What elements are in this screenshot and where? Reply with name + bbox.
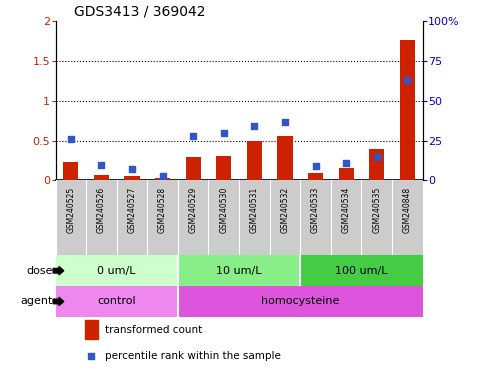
Text: GSM240532: GSM240532 bbox=[281, 187, 289, 233]
Text: GSM240531: GSM240531 bbox=[250, 187, 259, 233]
Point bbox=[342, 160, 350, 166]
Bar bbox=[400, 40, 415, 180]
Point bbox=[373, 154, 381, 160]
Bar bbox=[94, 175, 109, 180]
Bar bbox=[216, 156, 231, 180]
Bar bbox=[185, 157, 201, 180]
Text: 0 um/L: 0 um/L bbox=[98, 266, 136, 276]
Bar bbox=[277, 136, 293, 180]
Point bbox=[403, 77, 411, 83]
Bar bbox=[339, 168, 354, 180]
Text: GSM240848: GSM240848 bbox=[403, 187, 412, 233]
Bar bbox=[155, 178, 170, 180]
Text: GDS3413 / 369042: GDS3413 / 369042 bbox=[74, 5, 205, 18]
Text: homocysteine: homocysteine bbox=[261, 296, 340, 306]
Text: transformed count: transformed count bbox=[105, 325, 202, 335]
Bar bbox=[56, 255, 178, 286]
Bar bbox=[178, 286, 423, 317]
Bar bbox=[300, 255, 423, 286]
Bar bbox=[178, 255, 300, 286]
Text: GSM240529: GSM240529 bbox=[189, 187, 198, 233]
Point bbox=[87, 353, 95, 359]
Point bbox=[312, 163, 319, 169]
Point bbox=[281, 118, 289, 124]
Bar bbox=[247, 141, 262, 180]
Text: dose: dose bbox=[27, 266, 53, 276]
Point bbox=[159, 173, 167, 179]
Text: GSM240534: GSM240534 bbox=[341, 187, 351, 233]
Text: control: control bbox=[98, 296, 136, 306]
Text: GSM240525: GSM240525 bbox=[66, 187, 75, 233]
Bar bbox=[63, 162, 78, 180]
Text: GSM240535: GSM240535 bbox=[372, 187, 381, 233]
Point bbox=[251, 123, 258, 129]
Text: GSM240526: GSM240526 bbox=[97, 187, 106, 233]
Bar bbox=[85, 320, 98, 339]
Text: GSM240533: GSM240533 bbox=[311, 187, 320, 233]
Text: GSM240528: GSM240528 bbox=[158, 187, 167, 233]
Text: 100 um/L: 100 um/L bbox=[335, 266, 388, 276]
Text: GSM240530: GSM240530 bbox=[219, 187, 228, 233]
Text: percentile rank within the sample: percentile rank within the sample bbox=[105, 351, 281, 361]
Point bbox=[98, 161, 105, 167]
Point bbox=[189, 133, 197, 139]
Point bbox=[67, 136, 75, 142]
Text: agent: agent bbox=[21, 296, 53, 306]
Bar bbox=[56, 286, 178, 317]
Text: GSM240527: GSM240527 bbox=[128, 187, 137, 233]
Point bbox=[220, 130, 227, 136]
Bar bbox=[369, 149, 384, 180]
Text: 10 um/L: 10 um/L bbox=[216, 266, 262, 276]
Bar bbox=[125, 177, 140, 180]
Point bbox=[128, 166, 136, 172]
Bar bbox=[308, 172, 323, 180]
